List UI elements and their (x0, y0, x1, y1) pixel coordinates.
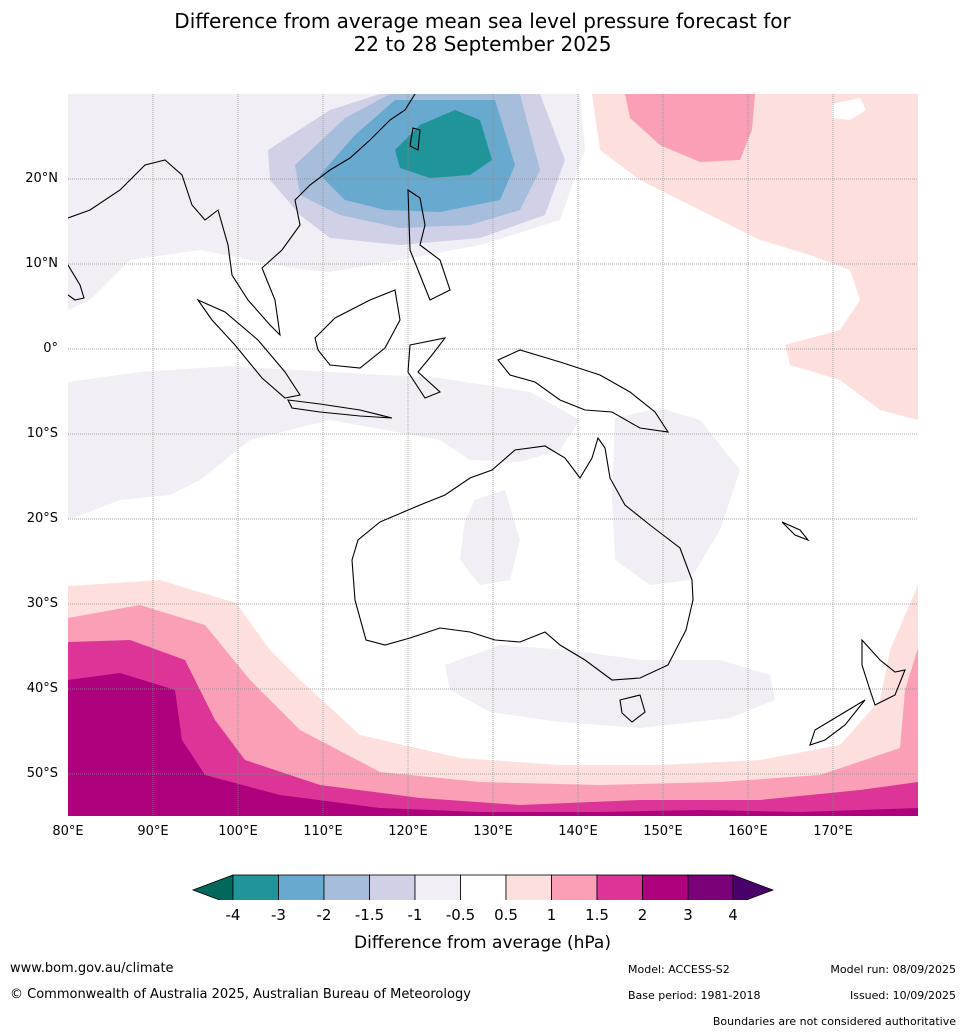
colorbar-bin-10 (642, 874, 689, 900)
borneo-coast (314, 289, 401, 369)
new-guinea-coast (497, 349, 670, 433)
lon-label: 130°E (473, 824, 513, 839)
colorbar (191, 874, 775, 900)
contour-neg-0-5-qld (612, 408, 740, 585)
issued-text: Issued: 10/09/2025 (849, 989, 956, 1002)
lat-label: 20°S (26, 511, 58, 526)
graticule (68, 94, 918, 816)
title-line-2: 22 to 28 September 2025 (353, 32, 612, 56)
contour-pos-1-south (68, 605, 918, 816)
lat-label: 10°N (25, 256, 58, 271)
colorbar-tick: 0.5 (494, 906, 518, 924)
contour-neg-0-5-bight (445, 645, 775, 728)
lon-label: 120°E (388, 824, 428, 839)
lat-label: 50°S (26, 766, 58, 781)
colorbar-bin-2 (278, 874, 325, 900)
website-link[interactable]: www.bom.gov.au/climate (10, 961, 174, 976)
contour-neg-0-5-south (68, 366, 580, 520)
coastlines (68, 94, 906, 746)
sulawesi-coast (407, 337, 447, 399)
lat-label: 0° (43, 341, 58, 356)
new-zealand-south (809, 699, 866, 746)
colorbar-tick: -1.5 (354, 906, 385, 924)
asia-coast (68, 94, 416, 337)
australia-coast (351, 436, 694, 681)
title-line-1: Difference from average mean sea level p… (174, 9, 791, 33)
india-coast (68, 264, 85, 301)
colorbar-bin-1 (232, 874, 279, 900)
colorbar-title: Difference from average (hPa) (354, 933, 611, 953)
colorbar-tick: 1.5 (585, 906, 609, 924)
contour-pos-2-south (68, 673, 918, 816)
tasmania-coast (619, 694, 646, 723)
pressure-anomaly-map (68, 94, 918, 900)
philippines-coast (407, 188, 451, 301)
lat-label: 30°S (26, 596, 58, 611)
lon-label: 150°E (643, 824, 683, 839)
contour-neg-0-5-wa (460, 490, 520, 585)
new-caledonia-coast (781, 521, 810, 542)
lat-label: 20°N (25, 171, 58, 186)
lon-label: 100°E (218, 824, 258, 839)
java-coast (287, 399, 393, 419)
lon-label: 160°E (728, 824, 768, 839)
lon-label: 110°E (303, 824, 343, 839)
map-title: Difference from average mean sea level p… (0, 10, 965, 56)
colorbar-tick: 1 (546, 906, 557, 924)
contour-pos-1-5-south (68, 640, 918, 816)
lon-label: 90°E (137, 824, 169, 839)
lat-label: 40°S (26, 681, 58, 696)
colorbar-bin-3 (323, 874, 370, 900)
colorbar-tick: 3 (683, 906, 693, 924)
colorbar-bin-11 (687, 874, 734, 900)
colorbar-tick: -2 (316, 906, 332, 924)
disclaimer-text: Boundaries are not considered authoritat… (712, 1015, 956, 1028)
copyright-text: © Commonwealth of Australia 2025, Austra… (10, 987, 471, 1002)
colorbar-tick: 4 (728, 906, 738, 924)
lon-label: 80°E (52, 824, 84, 839)
colorbar-tick: -3 (271, 906, 286, 924)
colorbar-bin-9 (596, 874, 643, 900)
colorbar-tick: 2 (637, 906, 648, 924)
lon-label: 140°E (558, 824, 598, 839)
contour-pos-0-5-pacific (592, 94, 918, 420)
sumatra-coast (196, 298, 301, 399)
contour-pos-1-pacific (625, 94, 755, 162)
new-zealand-north (861, 638, 906, 706)
model-text: Model: ACCESS-S2 (628, 963, 730, 976)
taiwan-coast (409, 127, 421, 151)
colorbar-tick: -4 (225, 906, 241, 924)
colorbar-bin-7 (505, 874, 552, 900)
model-run-text: Model run: 08/09/2025 (830, 963, 956, 976)
colorbar-bin-4 (369, 874, 416, 900)
contour-neg-3 (395, 110, 492, 178)
lon-label: 170°E (813, 824, 853, 839)
colorbar-over (732, 874, 775, 900)
colorbar-bin-5 (414, 874, 461, 900)
colorbar-tick: -0.5 (445, 906, 476, 924)
colorbar-bin-6 (460, 874, 507, 900)
colorbar-under (191, 874, 234, 900)
colorbar-bin-8 (551, 874, 598, 900)
contour-no-data-gap (832, 98, 866, 120)
base-period-text: Base period: 1981-2018 (628, 989, 761, 1002)
colorbar-tick: -1 (407, 906, 423, 924)
lat-label: 10°S (26, 426, 58, 441)
